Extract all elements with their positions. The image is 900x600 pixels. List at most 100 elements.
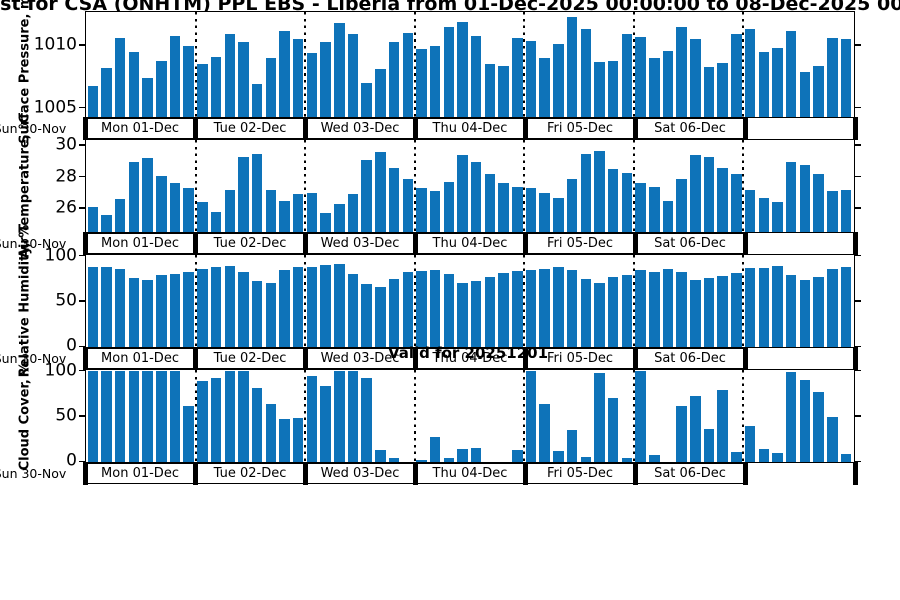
air-temperature-bar <box>101 214 112 232</box>
air-temperature-bar <box>142 158 153 232</box>
surface-pressure-bar <box>224 34 236 117</box>
day-separator-dotted-line <box>194 12 197 117</box>
surface-pressure-bar <box>566 16 578 117</box>
relative-humidity-bar <box>320 265 331 347</box>
surface-pressure-bar <box>347 34 359 117</box>
surface-pressure-bar <box>251 84 263 117</box>
relative-humidity-bar <box>662 268 674 347</box>
cloud-cover-bar <box>197 381 208 462</box>
midnight-tick <box>412 232 418 255</box>
cloud-cover-bar <box>813 392 824 462</box>
relative-humidity-bar <box>457 282 468 347</box>
cloud-cover-bar <box>553 451 564 462</box>
day-label: Tue 02-Dec <box>195 118 305 139</box>
day-label: Thu 04-Dec <box>415 463 525 484</box>
air-temperature-bar <box>758 197 770 232</box>
surface-pressure-bar <box>114 38 126 117</box>
cloud-cover-bar <box>512 450 523 462</box>
relative-humidity-bar <box>251 280 263 347</box>
air-temperature-bar <box>210 211 222 232</box>
day-separator-dotted-line <box>742 255 745 347</box>
surface-pressure-bar <box>416 49 427 117</box>
air-temperature-bar <box>676 178 687 232</box>
air-temperature-bar <box>827 191 838 232</box>
relative-humidity-bar <box>429 269 441 347</box>
air-temperature-ytick-label: 26 <box>55 197 77 218</box>
surface-pressure-bar <box>662 50 674 117</box>
valid-for-label: Valid for 20251201 <box>387 344 549 362</box>
y-tick-mark <box>79 207 85 209</box>
day-separator-dotted-line <box>742 370 745 462</box>
y-tick-mark <box>855 415 861 417</box>
relative-humidity-bar <box>635 269 646 347</box>
relative-humidity-bar <box>265 282 277 347</box>
cloud-cover-bar <box>799 380 811 462</box>
midnight-tick <box>852 462 858 485</box>
cloud-cover-bar <box>416 460 427 462</box>
y-tick-mark <box>79 369 85 372</box>
surface-pressure-bar <box>676 26 687 117</box>
air-temperature-bar <box>813 174 824 232</box>
cloud-cover-bar <box>690 395 701 462</box>
surface-pressure-bar <box>279 30 290 117</box>
relative-humidity-bar <box>334 264 345 347</box>
cloud-cover-plot-area <box>86 370 854 462</box>
surface-pressure-ytick-label: 1005 <box>33 97 77 118</box>
y-tick-mark <box>855 106 861 109</box>
surface-pressure-bar <box>128 51 140 117</box>
cloud-cover-bar <box>731 452 742 462</box>
day-label: Sat 06-Dec <box>635 348 745 369</box>
day-label: Thu 04-Dec <box>415 233 525 254</box>
surface-pressure-bar <box>87 85 99 117</box>
day-separator-dotted-line <box>523 255 526 347</box>
surface-pressure-bar <box>484 64 496 117</box>
day-separator-dotted-line <box>523 370 526 462</box>
y-tick-mark <box>855 345 861 348</box>
cloud-cover-bar <box>388 458 400 462</box>
day-separator-dotted-line <box>742 12 745 117</box>
relative-humidity-bar <box>402 271 414 347</box>
relative-humidity-bar <box>785 275 797 347</box>
air-temperature-bar <box>690 155 701 232</box>
cloud-cover-bar <box>443 458 455 462</box>
midnight-tick <box>302 232 308 255</box>
air-temperature-bar <box>375 152 386 232</box>
cloud-cover-ytick-label: 0 <box>66 450 77 471</box>
surface-pressure-bar <box>512 38 523 117</box>
day-label: Tue 02-Dec <box>195 233 305 254</box>
cloud-cover-bar <box>87 371 99 462</box>
relative-humidity-ytick-label: 50 <box>55 290 77 311</box>
midnight-tick <box>852 117 858 140</box>
midnight-tick <box>742 462 748 485</box>
surface-pressure-bar <box>169 35 181 117</box>
cloud-cover-bar <box>525 371 537 462</box>
relative-humidity-bar <box>224 266 236 347</box>
air-temperature-plot-area <box>86 140 854 232</box>
prev-day-label: Sun 30-Nov <box>0 121 67 136</box>
relative-humidity-bar <box>156 275 167 347</box>
air-temperature-bar <box>566 178 578 232</box>
midnight-tick <box>412 462 418 485</box>
air-temperature-bar <box>772 202 783 232</box>
relative-humidity-ytick-label: 0 <box>66 335 77 356</box>
relative-humidity-bar <box>731 273 742 347</box>
air-temperature-bar <box>580 153 592 232</box>
midnight-tick <box>522 117 528 140</box>
relative-humidity-bar <box>553 267 564 347</box>
surface-pressure-bar <box>388 41 400 117</box>
relative-humidity-bar <box>388 278 400 347</box>
cloud-cover-bar <box>649 454 660 462</box>
cloud-cover-bar <box>717 390 728 462</box>
air-temperature-bar <box>512 186 523 232</box>
cloud-cover-bar <box>676 405 687 462</box>
day-label: Tue 02-Dec <box>195 463 305 484</box>
cloud-cover-bar <box>114 371 126 462</box>
relative-humidity-bar <box>512 270 523 347</box>
air-temperature-bar <box>197 202 208 232</box>
surface-pressure-bar <box>731 34 742 117</box>
midnight-tick <box>412 117 418 140</box>
air-temperature-bar <box>635 183 646 232</box>
surface-pressure-bar <box>470 35 482 117</box>
y-tick-mark <box>855 175 861 178</box>
